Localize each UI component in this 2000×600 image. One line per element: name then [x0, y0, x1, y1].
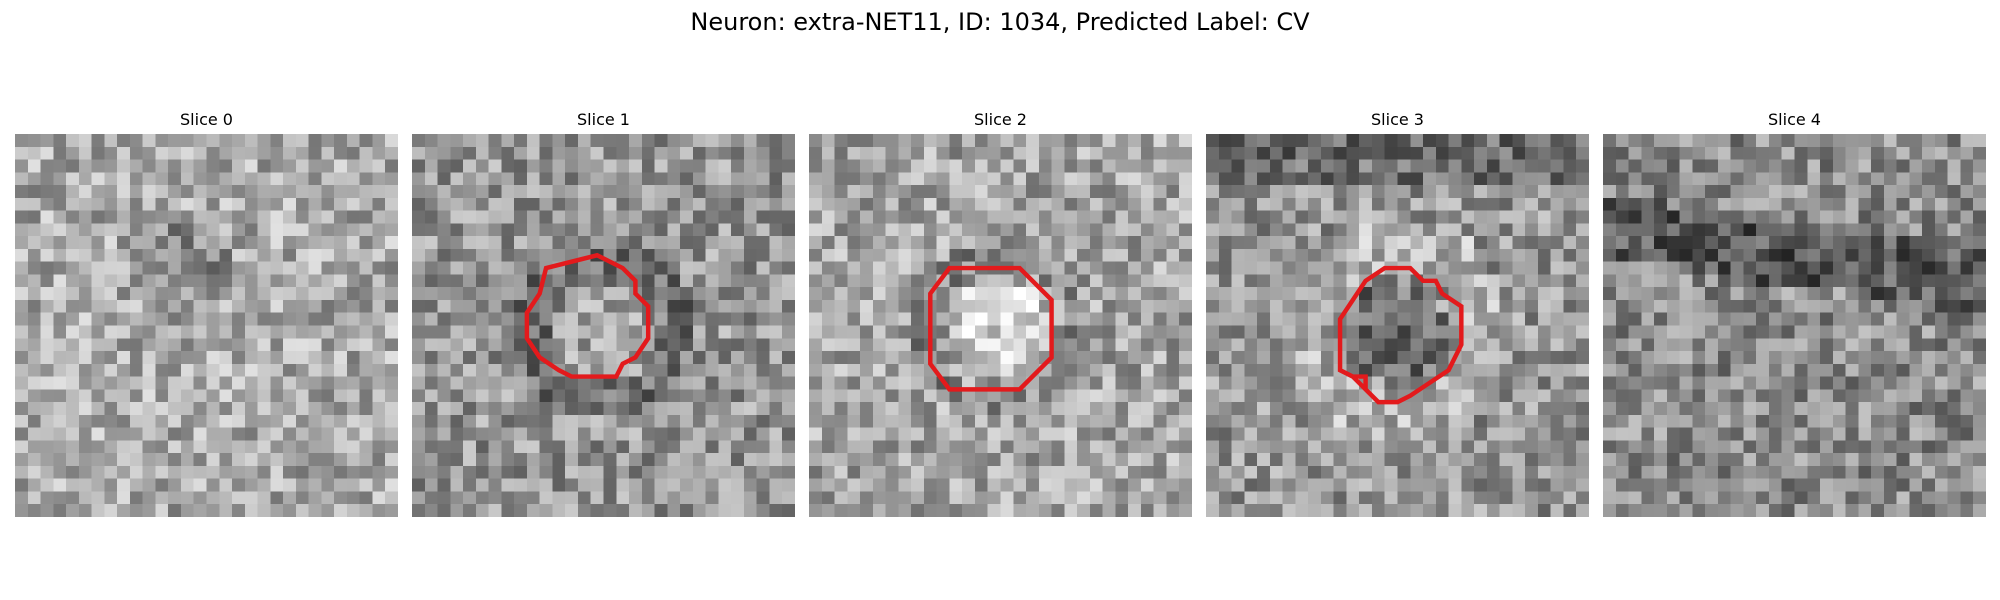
slice-title-2: Slice 2 — [974, 110, 1027, 129]
slice-title-1: Slice 1 — [577, 110, 630, 129]
slice-image-1 — [412, 134, 795, 517]
slice-image-4 — [1603, 134, 1986, 517]
figure-title: Neuron: extra-NET11, ID: 1034, Predicted… — [690, 8, 1310, 36]
slice-image-3 — [1206, 134, 1589, 517]
slice-image-2 — [809, 134, 1192, 517]
slice-title-3: Slice 3 — [1371, 110, 1424, 129]
slice-title-4: Slice 4 — [1768, 110, 1821, 129]
slice-image-0 — [15, 134, 398, 517]
slice-title-0: Slice 0 — [180, 110, 233, 129]
